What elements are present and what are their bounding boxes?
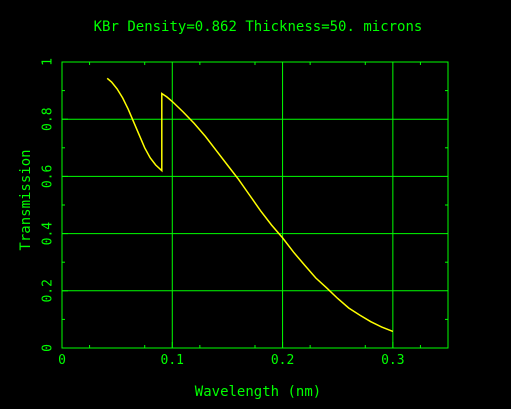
x-axis-ticks: 0 0.1 0.2 0.3 [58, 62, 421, 368]
y-tick-label: 0.2 [41, 279, 56, 302]
y-tick-label: 0.8 [41, 107, 56, 130]
x-axis-label: Wavelength (nm) [195, 384, 321, 400]
y-tick-label: 0.6 [41, 165, 56, 188]
y-tick-label: 0.4 [41, 222, 56, 246]
y-tick-label: 0 [41, 344, 56, 352]
transmission-series-line [106, 77, 394, 333]
chart-title: KBr Density=0.862 Thickness=50. microns [94, 19, 423, 35]
x-tick-label: 0.3 [381, 353, 404, 368]
y-tick-label: 1 [41, 58, 56, 66]
x-tick-label: 0.1 [161, 353, 184, 368]
y-axis-label: Transmission [18, 149, 34, 250]
x-tick-label: 0 [58, 353, 66, 368]
x-tick-label: 0.2 [271, 353, 294, 368]
grid-lines [62, 62, 448, 348]
y-axis-ticks: 0 0.2 0.4 0.6 0.8 1 [41, 58, 448, 352]
